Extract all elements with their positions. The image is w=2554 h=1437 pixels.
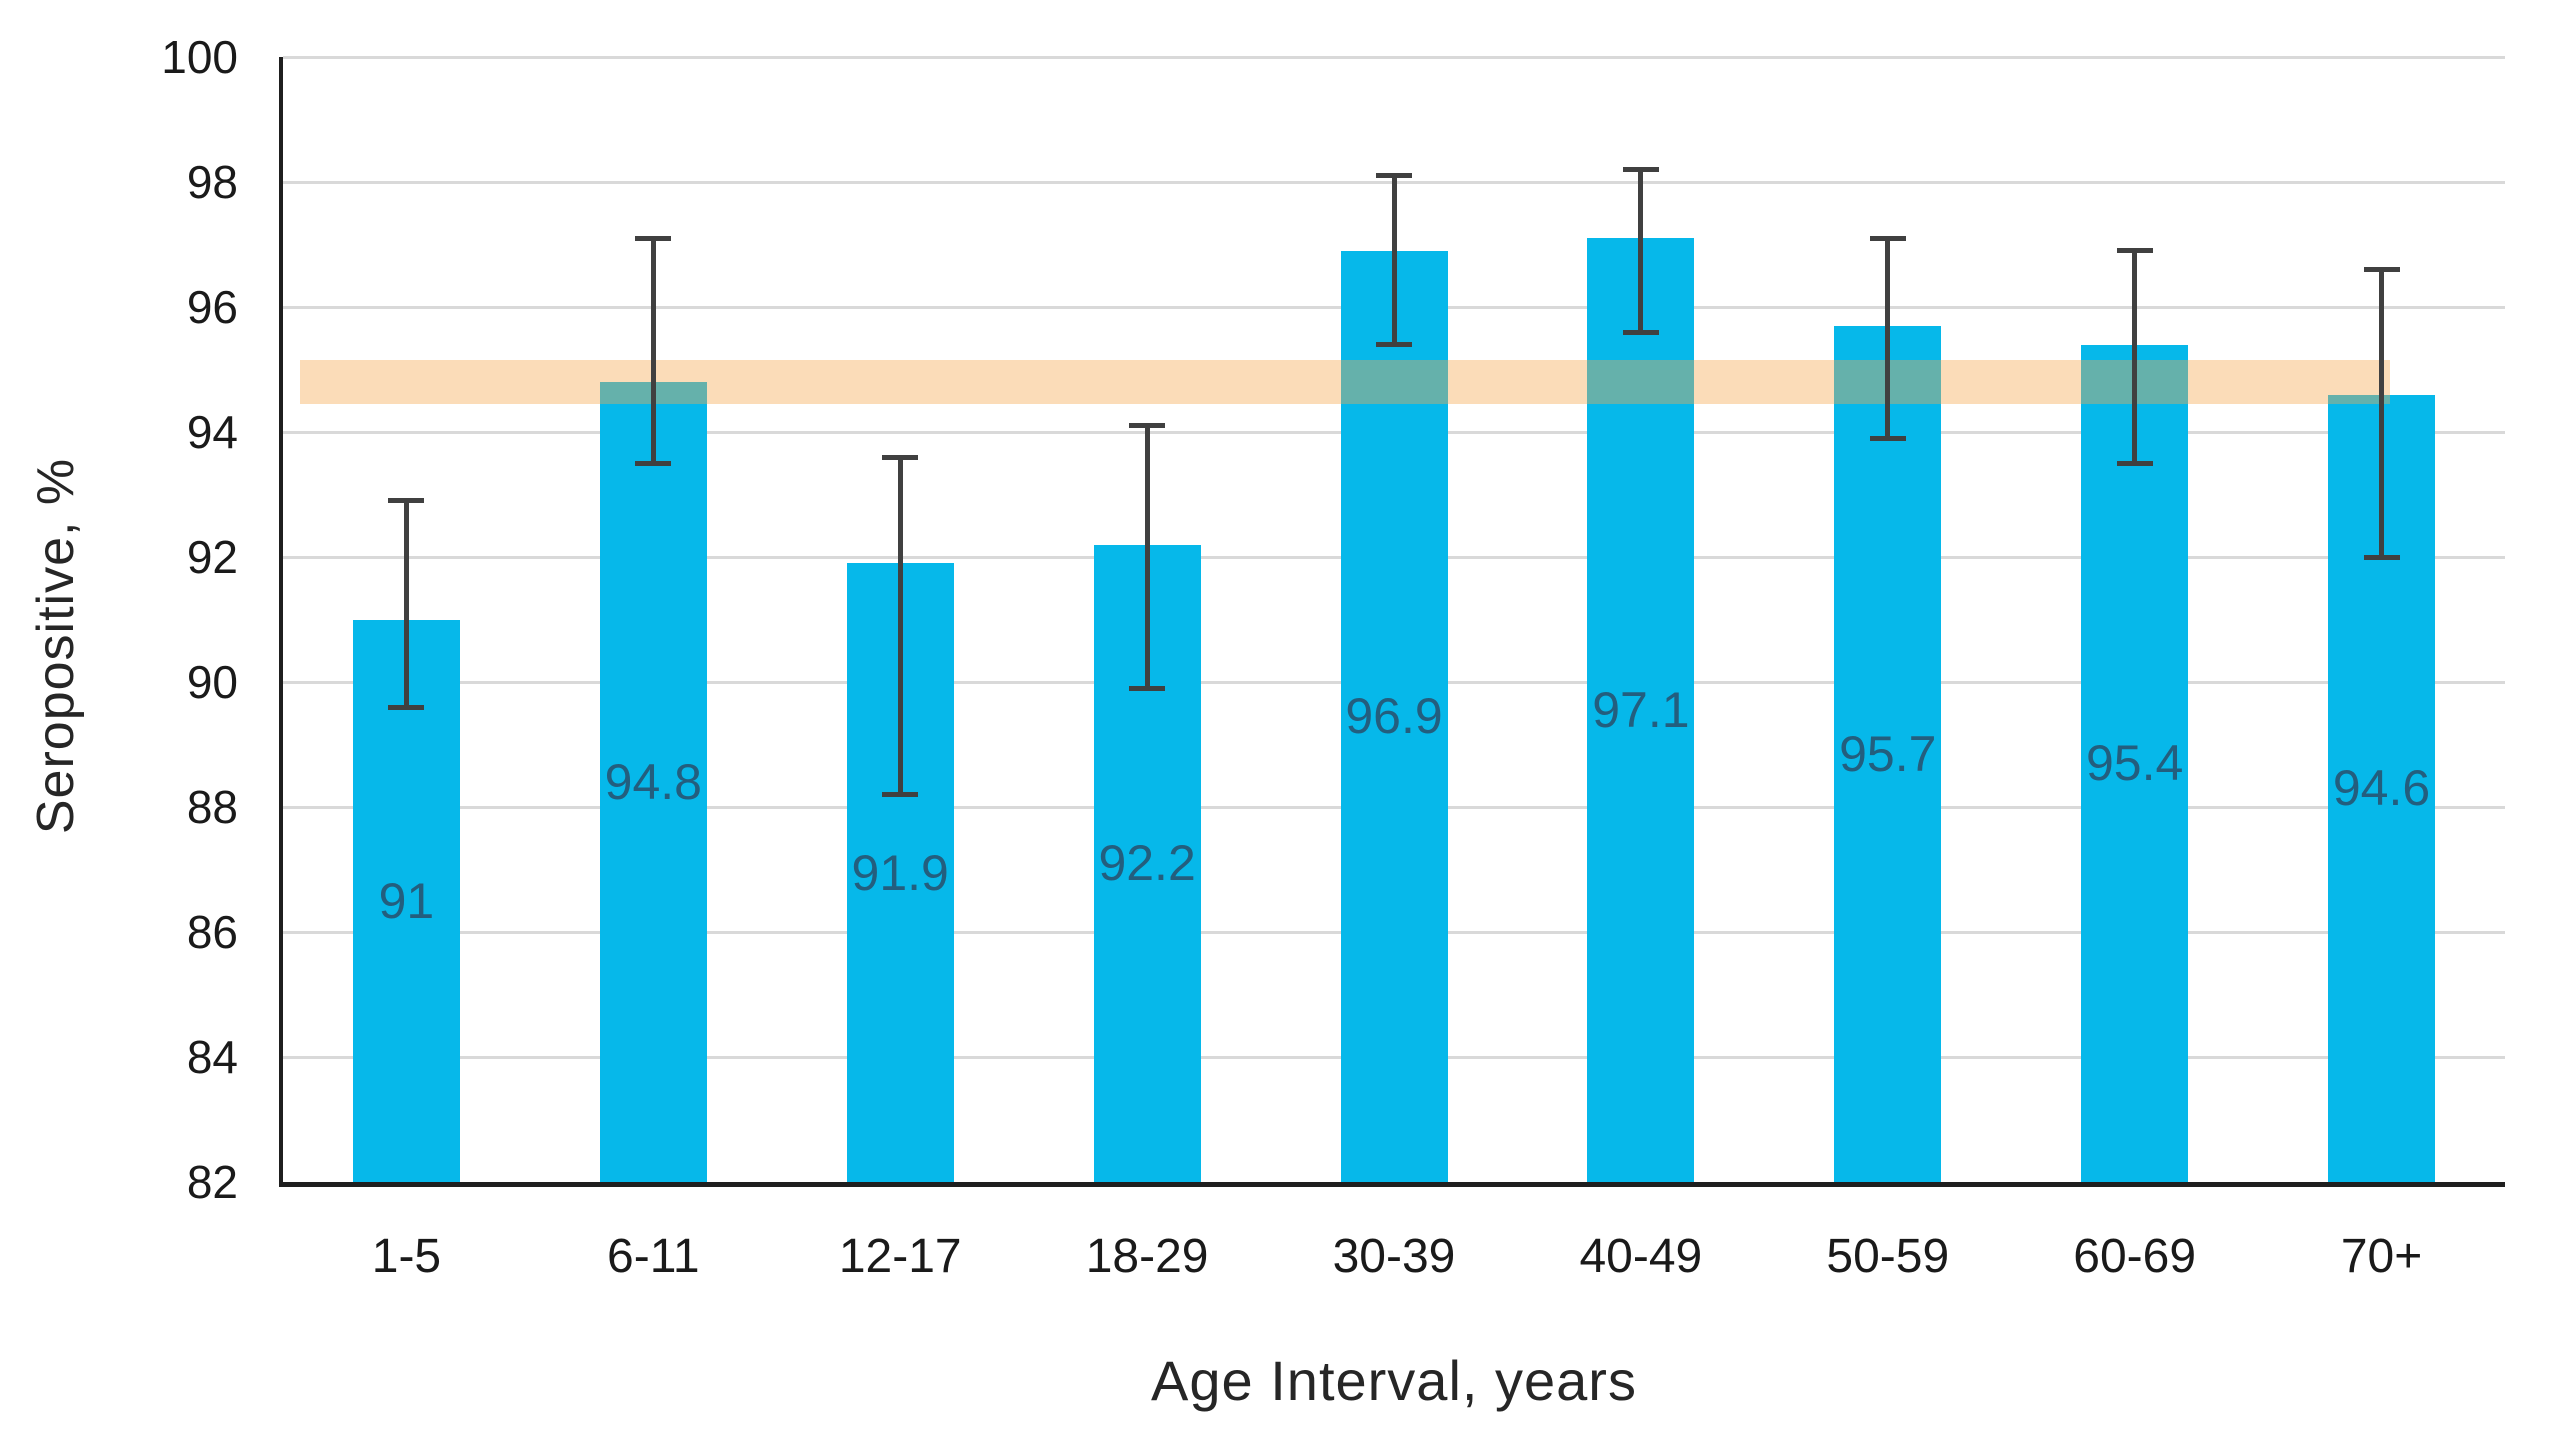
reference-band [300, 360, 2390, 404]
bar-value-label: 94.8 [604, 754, 702, 810]
error-bar [1638, 169, 1644, 332]
error-bar-cap [2363, 267, 2400, 272]
bar-value-label: 94.6 [2332, 760, 2431, 817]
bar-value-label: 91.9 [851, 844, 949, 901]
y-tick-label: 90 [186, 656, 238, 708]
error-bar [403, 500, 409, 707]
x-tick-label: 1-5 [371, 1230, 442, 1283]
error-bar-cap [1869, 435, 1906, 441]
bar [352, 619, 460, 1182]
error-bar [2132, 250, 2138, 464]
error-bar-cap [882, 792, 919, 797]
error-bar-cap [1622, 167, 1659, 172]
bar-value-label: 95.4 [2085, 735, 2184, 792]
error-bar-cap [1129, 685, 1166, 691]
y-tick-label: 96 [186, 281, 238, 333]
error-bar [1885, 238, 1891, 439]
x-axis-title: Age Interval, years [1151, 1349, 1637, 1412]
bar-value-label: 95.7 [1839, 725, 1937, 782]
y-tick-label: 82 [186, 1156, 238, 1208]
error-bar [1144, 425, 1150, 689]
error-bar-cap [388, 704, 425, 710]
bar [1340, 250, 1448, 1182]
bar [599, 382, 707, 1182]
error-bar [1391, 175, 1397, 345]
error-bar-cap [1376, 173, 1412, 179]
error-bar-cap [1622, 329, 1659, 335]
x-tick-label: 6-11 [607, 1230, 700, 1283]
bar [1834, 325, 1942, 1182]
bar-value-label: 91 [378, 872, 435, 929]
error-bar-cap [635, 460, 672, 466]
error-bar-cap [2116, 248, 2153, 254]
y-tick-label: 100 [161, 31, 238, 83]
bar [1587, 238, 1695, 1182]
x-axis-line [279, 1182, 2505, 1187]
x-tick-label: 40-49 [1579, 1230, 1703, 1283]
error-bar [650, 238, 656, 464]
x-tick-label: 30-39 [1332, 1230, 1456, 1283]
error-bar-cap [388, 498, 425, 504]
y-tick-label: 84 [186, 1031, 238, 1083]
y-axis-line [279, 57, 283, 1187]
x-tick-label: 50-59 [1826, 1230, 1950, 1283]
error-bar-cap [2363, 554, 2400, 560]
y-tick-label: 92 [186, 531, 238, 583]
bar-value-label: 92.2 [1098, 835, 1196, 892]
y-tick-label: 94 [186, 406, 238, 458]
bar [2081, 344, 2189, 1182]
y-tick-label: 98 [186, 156, 238, 208]
x-tick-label: 60-69 [2073, 1230, 2197, 1283]
error-bar [897, 457, 903, 795]
y-tick-label: 88 [186, 781, 238, 833]
error-bar-cap [1129, 423, 1166, 429]
error-bar-cap [1869, 235, 1906, 241]
error-bar [2379, 269, 2385, 557]
gridline [283, 55, 2505, 59]
bar-value-label: 96.9 [1345, 688, 1443, 745]
y-tick-label: 86 [186, 906, 238, 958]
x-tick-label: 70+ [2340, 1230, 2423, 1283]
error-bar-cap [882, 454, 919, 460]
error-bar-cap [2116, 460, 2153, 466]
error-bar-cap [1376, 342, 1412, 347]
x-tick-label: 18-29 [1085, 1230, 1209, 1283]
bar-value-label: 97.1 [1592, 682, 1690, 739]
error-bar-cap [635, 235, 672, 241]
x-tick-label: 12-17 [838, 1230, 962, 1283]
